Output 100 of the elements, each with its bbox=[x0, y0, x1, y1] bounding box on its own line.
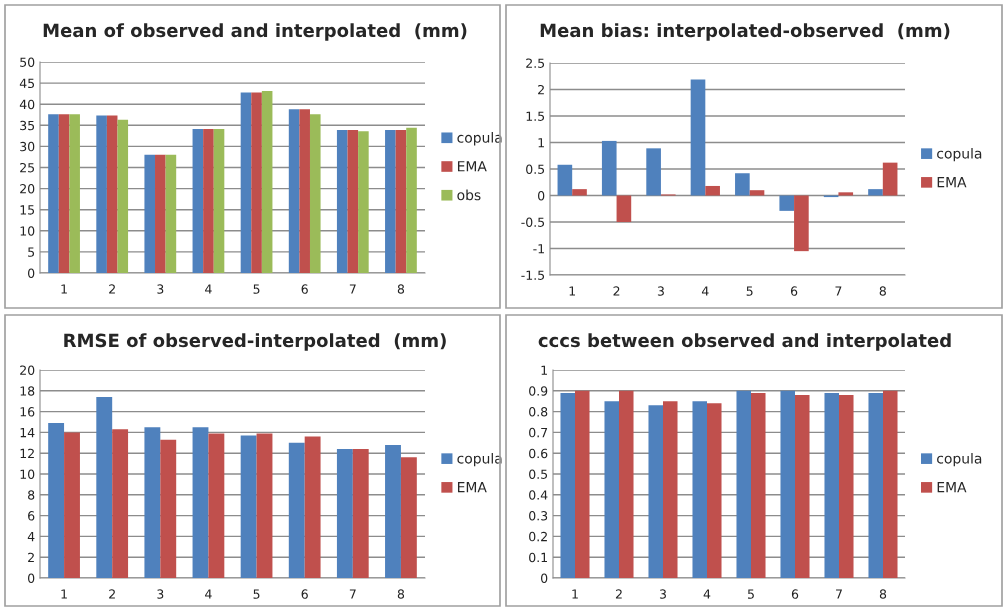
y-tick-label: 45 bbox=[19, 78, 35, 89]
legend-label: EMA bbox=[937, 482, 967, 493]
y-tick-label: 1 bbox=[541, 365, 547, 375]
y-tick-label: 2.5 bbox=[526, 58, 545, 68]
x-tick-label: 7 bbox=[836, 589, 842, 599]
y-tick-label: 50 bbox=[20, 57, 35, 67]
x-tick-label: 6 bbox=[791, 589, 799, 599]
x-tick-label: 1 bbox=[569, 286, 576, 296]
y-tick-label: 2 bbox=[538, 84, 544, 95]
bar bbox=[705, 185, 720, 196]
bar bbox=[251, 92, 262, 273]
y-tick-label: 0.8 bbox=[529, 407, 548, 417]
bar bbox=[358, 131, 369, 273]
bar bbox=[690, 79, 706, 196]
y-tick-label: 0.5 bbox=[526, 164, 545, 174]
x-tick-label: 2 bbox=[615, 589, 622, 599]
y-tick-label: 0.2 bbox=[529, 531, 547, 542]
x-tick-label: 3 bbox=[157, 284, 164, 294]
bar bbox=[385, 129, 396, 273]
x-tick-label: 1 bbox=[61, 284, 67, 294]
bar bbox=[208, 433, 225, 578]
y-tick-label: 15 bbox=[20, 205, 35, 215]
bar bbox=[838, 192, 854, 196]
bar bbox=[309, 114, 321, 273]
x-tick-label: 6 bbox=[790, 286, 798, 296]
x-tick-label: 5 bbox=[253, 284, 260, 294]
bar bbox=[601, 140, 617, 196]
legend-label: copula bbox=[937, 147, 982, 162]
y-tick-label: 0 bbox=[28, 268, 35, 278]
x-tick-label: 8 bbox=[397, 284, 405, 294]
y-tick-label: 5 bbox=[28, 247, 35, 257]
bar bbox=[288, 442, 305, 578]
bar bbox=[385, 444, 401, 578]
bar bbox=[400, 457, 417, 578]
x-tick-label: 5 bbox=[746, 286, 753, 296]
bar bbox=[557, 164, 573, 196]
bar bbox=[336, 129, 348, 273]
x-tick-label: 8 bbox=[397, 589, 405, 599]
legend-label: copula bbox=[937, 452, 982, 467]
bar bbox=[160, 439, 177, 578]
x-tick-label: 2 bbox=[613, 286, 620, 296]
legend-label: copula bbox=[457, 132, 502, 146]
bar bbox=[288, 109, 300, 273]
legend-label: EMA bbox=[457, 161, 487, 172]
y-tick-label: 0.7 bbox=[529, 427, 548, 438]
bar bbox=[794, 195, 809, 252]
y-tick-label: 0.9 bbox=[529, 386, 548, 396]
bar bbox=[64, 432, 80, 578]
bar bbox=[646, 148, 661, 196]
y-tick-label: 0.4 bbox=[529, 490, 548, 500]
bar bbox=[256, 433, 273, 578]
bar bbox=[868, 189, 883, 196]
bar bbox=[572, 189, 587, 196]
bar bbox=[203, 129, 214, 273]
y-tick-label: -0.5 bbox=[521, 217, 545, 227]
x-tick-label: 6 bbox=[301, 284, 308, 294]
y-tick-label: 30 bbox=[20, 141, 35, 152]
bar bbox=[299, 109, 310, 273]
y-tick-label: 20 bbox=[20, 184, 35, 194]
bar bbox=[192, 129, 204, 273]
y-tick-label: 0.3 bbox=[529, 511, 548, 521]
bar bbox=[213, 129, 225, 273]
legend-label: copula bbox=[457, 452, 502, 467]
chart-title: Mean of observed and interpolated (mm) bbox=[43, 23, 467, 41]
y-tick-label: 4 bbox=[27, 532, 35, 542]
y-tick-label: 18 bbox=[20, 386, 35, 396]
x-tick-label: 4 bbox=[703, 589, 711, 599]
bar bbox=[106, 115, 118, 273]
bar bbox=[261, 91, 273, 273]
y-tick-label: 40 bbox=[19, 99, 35, 110]
y-tick-label: 16 bbox=[20, 407, 35, 417]
x-tick-label: 7 bbox=[835, 286, 842, 296]
bar bbox=[69, 114, 80, 273]
bar bbox=[616, 195, 632, 222]
x-tick-label: 5 bbox=[747, 589, 754, 599]
y-tick-label: 6 bbox=[28, 511, 35, 521]
bar bbox=[96, 115, 107, 273]
y-tick-label: 35 bbox=[20, 120, 35, 131]
bar bbox=[406, 127, 417, 273]
y-tick-label: 0 bbox=[541, 573, 548, 583]
x-tick-label: 6 bbox=[301, 589, 308, 599]
x-tick-label: 4 bbox=[205, 589, 212, 599]
y-tick-label: 8 bbox=[28, 490, 35, 500]
bar bbox=[882, 162, 898, 196]
x-tick-label: 7 bbox=[349, 284, 356, 294]
y-tick-label: 0.6 bbox=[529, 448, 548, 459]
y-tick-label: 1 bbox=[538, 138, 544, 148]
bar bbox=[352, 449, 369, 578]
bar bbox=[144, 154, 156, 273]
bar bbox=[155, 154, 166, 273]
bar bbox=[144, 427, 161, 578]
x-tick-label: 3 bbox=[657, 286, 664, 296]
x-tick-label: 4 bbox=[701, 286, 709, 296]
x-tick-label: 1 bbox=[61, 589, 67, 599]
y-tick-label: -1 bbox=[533, 244, 544, 254]
y-tick-label: 2 bbox=[28, 552, 34, 562]
y-tick-label: 1.5 bbox=[526, 111, 545, 121]
legend-label: obs bbox=[457, 189, 481, 201]
x-tick-label: 5 bbox=[253, 589, 260, 599]
legend-label: EMA bbox=[457, 482, 487, 493]
